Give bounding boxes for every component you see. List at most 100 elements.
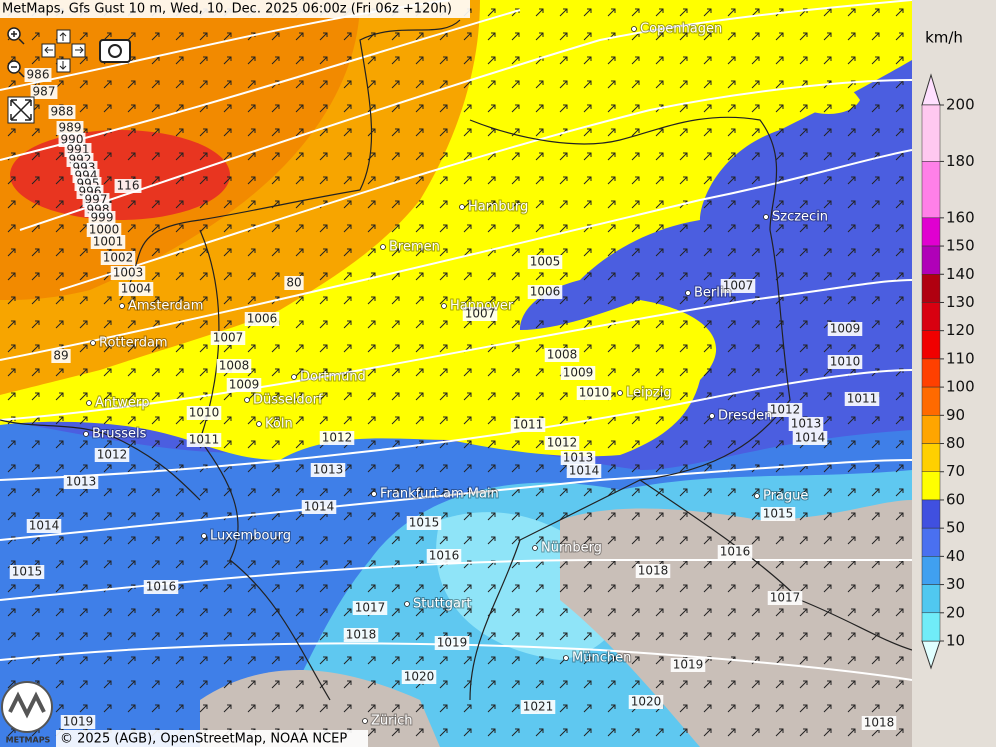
city-dot bbox=[380, 244, 386, 250]
colorbar-label: 200 bbox=[946, 96, 975, 114]
isobar-label: 1019 bbox=[63, 715, 94, 729]
colorbar-band bbox=[921, 330, 941, 360]
colorbar-band bbox=[921, 443, 941, 472]
colorbar-label: 90 bbox=[946, 406, 965, 424]
colorbar-label: 10 bbox=[946, 632, 965, 650]
legend-unit: km/h bbox=[925, 29, 963, 47]
isobar-label-bg bbox=[244, 312, 280, 326]
isobar-label-bg bbox=[544, 436, 580, 450]
isobar-label: 1012 bbox=[322, 431, 353, 445]
city-label: Köln bbox=[265, 417, 293, 432]
isobar-label: 1007 bbox=[213, 331, 244, 345]
city-label: Berlin bbox=[694, 286, 732, 301]
city-dot bbox=[291, 374, 297, 380]
city-label: Copenhagen bbox=[640, 22, 722, 37]
colorbar-label: 40 bbox=[946, 547, 965, 565]
map[interactable]: 9869879889899909919929939949959969979989… bbox=[0, 0, 912, 747]
isobar-label-bg bbox=[210, 331, 246, 345]
isobar-label-bg bbox=[143, 580, 179, 594]
city-dot bbox=[201, 533, 207, 539]
gust-label-bg bbox=[284, 276, 304, 290]
isobar-label-bg bbox=[56, 121, 84, 135]
isobar-label-bg bbox=[100, 251, 136, 265]
colorbar-label: 60 bbox=[946, 490, 965, 508]
city-label: Bremen bbox=[389, 240, 440, 255]
isobar-label: 1018 bbox=[638, 564, 669, 578]
fullscreen[interactable] bbox=[7, 96, 35, 124]
isobar-label: 1013 bbox=[563, 451, 594, 465]
isobar-label-bg bbox=[760, 507, 796, 521]
isobar-label-bg bbox=[462, 307, 498, 321]
isobar-label: 1014 bbox=[795, 431, 826, 445]
colorbar-label: 110 bbox=[946, 349, 975, 367]
isobar-label-bg bbox=[63, 475, 99, 489]
isobar-label-bg bbox=[216, 359, 252, 373]
zoom-out[interactable] bbox=[7, 60, 25, 78]
isobar-label-bg bbox=[352, 601, 388, 615]
zoom-in[interactable] bbox=[7, 27, 25, 45]
isobar-label-bg bbox=[343, 628, 379, 642]
city-label: Luxembourg bbox=[210, 529, 291, 544]
colorbar-band bbox=[921, 584, 941, 614]
colorbar-band bbox=[921, 104, 941, 162]
city-dot bbox=[371, 491, 377, 497]
isobar-label-bg bbox=[576, 386, 612, 400]
isobar-label-bg bbox=[118, 282, 154, 296]
snapshot[interactable] bbox=[99, 39, 131, 63]
colorbar-band bbox=[921, 471, 941, 501]
isobar-label-bg bbox=[767, 403, 803, 417]
isobar-label: 988 bbox=[51, 105, 74, 119]
isobar-label: 1015 bbox=[12, 565, 43, 579]
isobar-label-bg bbox=[560, 451, 596, 465]
city-dot bbox=[617, 390, 623, 396]
isobar-label: 1000 bbox=[89, 223, 120, 237]
isobar-label-bg bbox=[767, 591, 803, 605]
isobar-label-bg bbox=[720, 279, 756, 293]
isobar-label: 1020 bbox=[404, 670, 435, 684]
isobar-label: 1010 bbox=[579, 386, 610, 400]
colorbar-band bbox=[921, 556, 941, 585]
isobar-label: 1018 bbox=[346, 628, 377, 642]
isobar-label-bg bbox=[94, 448, 130, 462]
colorbar-label: 100 bbox=[946, 378, 975, 396]
colorbar-band bbox=[921, 302, 941, 331]
isobar-label-bg bbox=[226, 378, 262, 392]
isobar-label: 1015 bbox=[409, 516, 440, 530]
gust-label-bg bbox=[114, 179, 142, 193]
city-dot bbox=[441, 303, 447, 309]
isobar-label-bg bbox=[844, 392, 880, 406]
city-dot bbox=[631, 26, 637, 32]
isobar-label: 987 bbox=[33, 85, 56, 99]
logo: METMAPS bbox=[1, 681, 53, 745]
city-dot bbox=[256, 421, 262, 427]
pan[interactable] bbox=[41, 29, 86, 73]
isobar-label: 1021 bbox=[523, 700, 554, 714]
isobar-label: 1019 bbox=[673, 658, 704, 672]
isobar-label: 1011 bbox=[847, 392, 878, 406]
city-label: Dortmund bbox=[300, 370, 366, 385]
colorbar-band bbox=[921, 415, 941, 444]
footer-bg bbox=[56, 730, 368, 747]
isobar-label: 1008 bbox=[547, 348, 578, 362]
isobar-label: 1012 bbox=[97, 448, 128, 462]
colorbar-band bbox=[921, 274, 941, 303]
gust-label: 89 bbox=[53, 349, 68, 363]
colorbar-label: 30 bbox=[946, 575, 965, 593]
isobar-label-bg bbox=[527, 285, 563, 299]
isobar-label-bg bbox=[717, 545, 753, 559]
city-label: Brussels bbox=[92, 427, 147, 442]
isobar-label-bg bbox=[88, 211, 116, 225]
city-label: Hamburg bbox=[468, 200, 528, 215]
title: MetMaps, Gfs Gust 10 m, Wed, 10. Dec. 20… bbox=[2, 2, 452, 17]
city-label: Düsseldorf bbox=[253, 393, 323, 408]
colorbar-label: 140 bbox=[946, 265, 975, 283]
city-label: Hannover bbox=[450, 299, 514, 314]
isobar-label: 1004 bbox=[121, 282, 152, 296]
isobar-label-bg bbox=[434, 636, 470, 650]
colorbar-label: 70 bbox=[946, 462, 965, 480]
toolbar bbox=[7, 27, 131, 124]
isobar-label: 1006 bbox=[530, 285, 561, 299]
isobar-label-bg bbox=[426, 549, 462, 563]
isobar-label: 999 bbox=[91, 211, 114, 225]
